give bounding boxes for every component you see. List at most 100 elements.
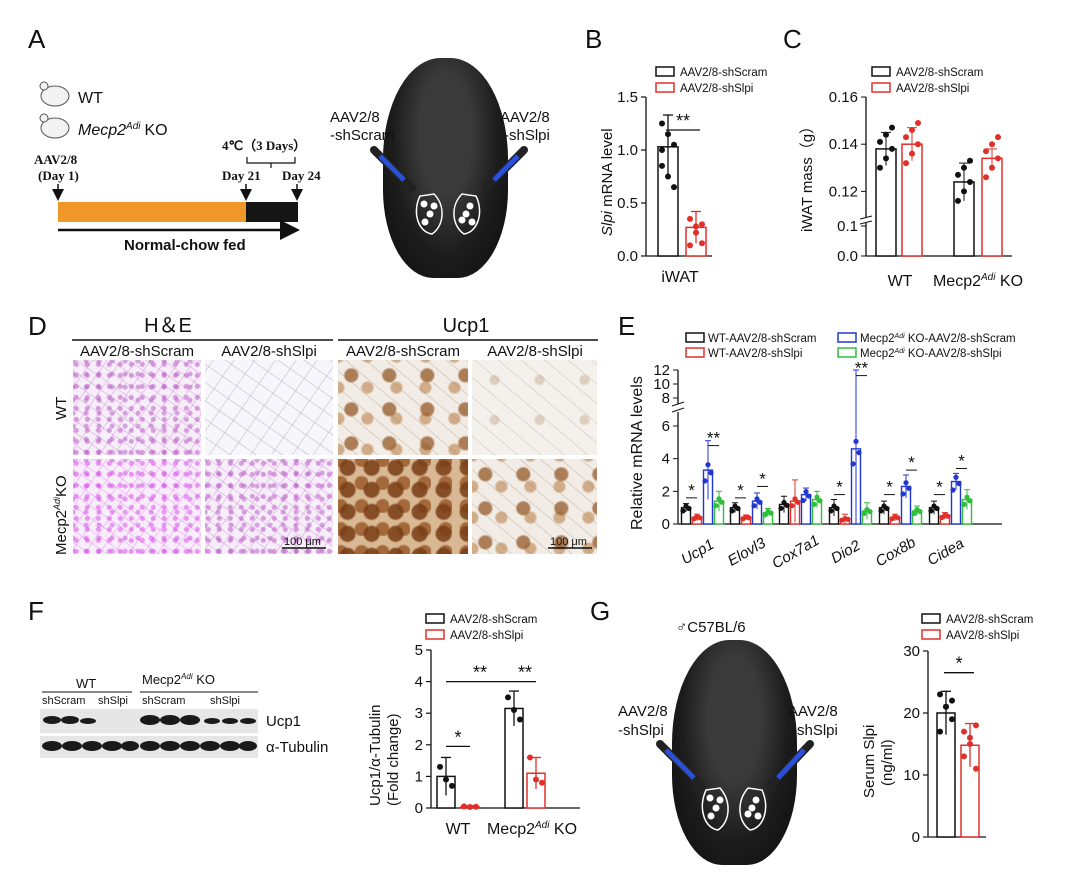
data-point bbox=[449, 782, 455, 789]
axis-break bbox=[859, 220, 873, 225]
data-point bbox=[680, 508, 686, 514]
he-title: H＆E bbox=[144, 315, 192, 337]
data-point bbox=[856, 450, 862, 456]
chart-b: 0.0 0.5 1.0 1.5 ** Slpi mRNA level iWAT AAV2/8-… bbox=[599, 66, 767, 286]
data-point bbox=[967, 734, 973, 741]
panel-label-c: C bbox=[783, 24, 802, 54]
legend-label: Mecp2Adi KO-AAV2/8-shSlpi bbox=[860, 348, 1002, 360]
lane-label: shScram bbox=[142, 695, 185, 707]
data-point bbox=[687, 242, 693, 249]
data-point bbox=[950, 487, 956, 493]
chart-c: 0.0 0.1 0.12 0.14 0.16 WT Mecp2Adi KO iWAT mass… bbox=[799, 66, 1023, 290]
legend-label: AAV2/8-shSlpi bbox=[946, 630, 1019, 642]
data-point bbox=[792, 496, 798, 502]
y-tick-label: 8 bbox=[662, 390, 670, 407]
data-point bbox=[803, 489, 809, 495]
data-point bbox=[768, 510, 774, 516]
data-point bbox=[754, 496, 760, 502]
data-point bbox=[903, 134, 909, 141]
band-ucp1-label: Ucp1 bbox=[266, 713, 301, 730]
data-point bbox=[800, 497, 806, 504]
data-point bbox=[659, 147, 665, 153]
significance-label: ** bbox=[518, 663, 532, 683]
y-axis-label-text: mRNA level bbox=[599, 128, 616, 211]
syringe-right-icon bbox=[482, 146, 528, 192]
data-point bbox=[437, 763, 443, 770]
data-point bbox=[953, 474, 959, 480]
data-point bbox=[539, 779, 545, 786]
y-tick-label: 10 bbox=[903, 767, 920, 784]
data-point bbox=[884, 505, 890, 512]
y-tick-label: 0 bbox=[662, 516, 670, 533]
y-tick-label: 0.0 bbox=[617, 248, 638, 265]
data-point bbox=[693, 223, 699, 230]
data-point bbox=[659, 120, 665, 127]
data-point bbox=[909, 127, 915, 134]
data-point bbox=[895, 515, 901, 521]
day21-label: Day 21 bbox=[222, 168, 261, 183]
bar bbox=[981, 157, 1003, 257]
data-point bbox=[956, 481, 962, 487]
panel-label-d: D bbox=[28, 311, 47, 341]
y-axis-label: (ng/ml) bbox=[879, 739, 896, 786]
legend-rest: KO-AAV2/8-shSlpi bbox=[905, 348, 1002, 360]
axis-break bbox=[859, 215, 873, 220]
data-point bbox=[903, 160, 909, 167]
ucp1-bands bbox=[43, 715, 256, 725]
ko-sup: Adi bbox=[980, 272, 996, 283]
data-point bbox=[671, 184, 677, 191]
x-tick-label: Cox7a1 bbox=[769, 532, 822, 573]
y-tick-label: 20 bbox=[903, 705, 920, 722]
data-point bbox=[699, 240, 705, 247]
syringe-left-icon bbox=[370, 146, 416, 192]
data-point bbox=[906, 485, 912, 491]
panel-f-blot: WT Mecp2Adi KO shScram shSlpi shScram sh… bbox=[40, 672, 328, 758]
x-tick-label: Cox8b bbox=[873, 534, 919, 570]
panel-a-schematic: WT Mecp2Adi KO AAV2/8 (Day 1) 4℃（3 Days） … bbox=[34, 81, 550, 254]
y-axis-label: (Fold change) bbox=[385, 713, 402, 806]
data-point bbox=[961, 164, 967, 171]
y-tick-label: 4 bbox=[662, 451, 670, 468]
x-tick-label: Mecp2Adi KO bbox=[487, 820, 577, 838]
band-tubulin-label: α-Tubulin bbox=[266, 739, 328, 756]
significance-label: * bbox=[454, 727, 461, 747]
significance-label: * bbox=[958, 451, 965, 470]
data-point bbox=[937, 728, 943, 735]
y-tick-label: 1 bbox=[415, 768, 423, 785]
y-tick-label: 30 bbox=[903, 643, 920, 660]
data-point bbox=[877, 138, 883, 145]
data-point bbox=[995, 134, 1001, 141]
data-point bbox=[949, 716, 955, 723]
inj-right-2: -shSlpi bbox=[504, 127, 550, 144]
legend-swatch bbox=[837, 332, 857, 343]
data-point bbox=[915, 119, 921, 126]
ko-gene: Mecp2 bbox=[860, 333, 895, 345]
legend-swatch bbox=[685, 332, 705, 343]
y-tick-label: 10 bbox=[653, 376, 670, 393]
significance-label: * bbox=[737, 481, 744, 500]
col-label: AAV2/8-shScram bbox=[80, 343, 194, 360]
inj-right-1: AAV2/8 bbox=[500, 109, 550, 126]
data-point bbox=[878, 508, 884, 514]
significance-label: * bbox=[836, 478, 843, 497]
data-point bbox=[961, 501, 967, 507]
micrograph-he-ko-shslpi bbox=[205, 459, 333, 554]
ko-gene: Mecp2 bbox=[933, 273, 981, 290]
data-point bbox=[883, 131, 889, 138]
y-tick-label: 0.1 bbox=[837, 218, 858, 235]
y-axis-label-italic: Slpi bbox=[599, 210, 616, 236]
panel-g-schematic: ♂C57BL/6 AAV2/8 -shSlpi AAV2/8 -shSlpi bbox=[618, 619, 838, 831]
data-point bbox=[889, 145, 895, 152]
data-point bbox=[811, 501, 817, 507]
data-point bbox=[967, 157, 973, 164]
data-point bbox=[784, 502, 790, 508]
y-axis-label: iWAT mass（g） bbox=[799, 119, 816, 232]
data-point bbox=[861, 510, 867, 517]
data-point bbox=[751, 503, 757, 509]
data-point bbox=[877, 164, 883, 171]
micrograph-ucp1-wt-shslpi bbox=[472, 360, 597, 455]
x-tick-label: Cidea bbox=[925, 535, 967, 569]
